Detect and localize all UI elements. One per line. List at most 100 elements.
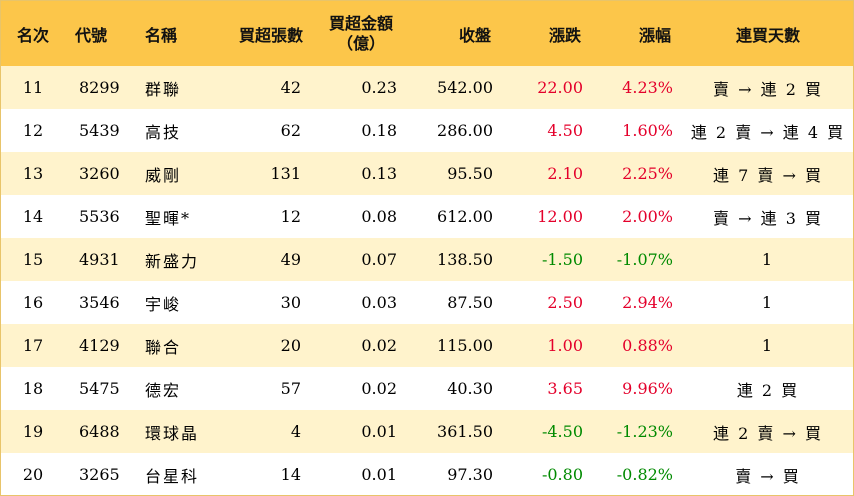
cell-close: 138.50 xyxy=(437,250,493,269)
cell-name: 宇峻 xyxy=(145,294,182,314)
table-row: 11 8299 群聯 42 0.23 542.00 22.00 4.23% 賣 → 連 2 買 xyxy=(1,66,853,109)
cell-change-pct: 2.00% xyxy=(622,207,673,226)
cell-consecutive-days: 1 xyxy=(761,336,775,355)
cell-change-pct: 2.94% xyxy=(622,293,673,312)
cell-buy-amount: 0.02 xyxy=(361,336,397,355)
cell-buy-lots: 42 xyxy=(280,78,301,97)
cell-code: 3260 xyxy=(79,164,120,183)
cell-change-pct: 0.88% xyxy=(622,336,673,355)
table-row: 16 3546 宇峻 30 0.03 87.50 2.50 2.94% 1 xyxy=(1,281,853,324)
cell-close: 286.00 xyxy=(437,121,493,140)
header-buy-lots: 買超張數 xyxy=(238,25,303,45)
cell-name: 聯合 xyxy=(145,337,182,357)
cell-code: 4931 xyxy=(79,250,120,269)
cell-buy-amount: 0.01 xyxy=(361,465,397,484)
cell-buy-amount: 0.23 xyxy=(361,78,397,97)
cell-rank: 16 xyxy=(22,293,44,312)
cell-name: 新盛力 xyxy=(145,251,200,271)
cell-change: 3.65 xyxy=(547,379,583,398)
cell-name: 高技 xyxy=(145,122,182,142)
cell-change: 1.00 xyxy=(547,336,583,355)
header-consecutive-days: 連買天數 xyxy=(735,25,800,45)
cell-consecutive-days: 連 2 賣 → 買 xyxy=(713,423,823,443)
header-buy-amount: 買超金額 （億） xyxy=(311,1,407,66)
cell-change-pct: 9.96% xyxy=(622,379,673,398)
cell-change: 12.00 xyxy=(537,207,583,226)
cell-buy-amount: 0.07 xyxy=(361,250,397,269)
cell-name: 台星科 xyxy=(145,466,200,486)
header-buy-amount-line1: 買超金額 xyxy=(328,13,393,33)
table-row: 13 3260 威剛 131 0.13 95.50 2.10 2.25% 連 7 賣 → 買 xyxy=(1,152,853,195)
cell-rank: 19 xyxy=(22,422,44,441)
cell-name: 聖暉* xyxy=(145,208,192,228)
cell-rank: 14 xyxy=(22,207,44,226)
cell-rank: 11 xyxy=(22,78,44,97)
cell-change: -4.50 xyxy=(541,422,583,441)
table-row: 14 5536 聖暉* 12 0.08 612.00 12.00 2.00% 賣 → 連 3 買 xyxy=(1,195,853,238)
cell-code: 5536 xyxy=(79,207,120,226)
header-buy-amount-line2: （億） xyxy=(336,33,385,53)
cell-buy-amount: 0.03 xyxy=(361,293,397,312)
cell-rank: 20 xyxy=(22,465,44,484)
cell-change: 2.50 xyxy=(547,293,583,312)
cell-change-pct: -1.07% xyxy=(616,250,673,269)
cell-close: 115.00 xyxy=(437,336,493,355)
header-close: 收盤 xyxy=(458,25,491,45)
cell-rank: 18 xyxy=(22,379,44,398)
cell-change: 2.10 xyxy=(547,164,583,183)
table-row: 17 4129 聯合 20 0.02 115.00 1.00 0.88% 1 xyxy=(1,324,853,367)
cell-change-pct: -1.23% xyxy=(616,422,673,441)
cell-change: -0.80 xyxy=(541,465,583,484)
cell-code: 4129 xyxy=(79,336,120,355)
cell-code: 5439 xyxy=(79,121,120,140)
header-row: 名次 代號 名稱 買超張數 買超金額 （億） 收盤 漲跌 漲幅 連買天數 xyxy=(1,1,853,66)
cell-consecutive-days: 1 xyxy=(761,250,775,269)
table-row: 12 5439 高技 62 0.18 286.00 4.50 1.60% 連 2 賣 → 連 4… xyxy=(1,109,853,152)
cell-name: 群聯 xyxy=(145,79,182,99)
cell-consecutive-days: 連 7 賣 → 買 xyxy=(713,165,823,185)
header-rank: 名次 xyxy=(16,25,49,45)
cell-consecutive-days: 賣 → 連 2 買 xyxy=(713,79,823,99)
cell-change-pct: 1.60% xyxy=(622,121,673,140)
cell-consecutive-days: 連 2 賣 → 連 4 買 xyxy=(690,122,846,142)
cell-buy-lots: 62 xyxy=(280,121,301,140)
cell-name: 威剛 xyxy=(145,165,182,185)
table-row: 19 6488 環球晶 4 0.01 361.50 -4.50 -1.23% 連 2 賣 → 買 xyxy=(1,410,853,453)
cell-buy-lots: 12 xyxy=(280,207,301,226)
table-row: 20 3265 台星科 14 0.01 97.30 -0.80 -0.82% 賣 → 買 xyxy=(1,453,853,496)
table-header: 名次 代號 名稱 買超張數 買超金額 （億） 收盤 漲跌 漲幅 連買天數 xyxy=(1,1,853,66)
cell-consecutive-days: 賣 → 連 3 買 xyxy=(713,208,823,228)
cell-buy-amount: 0.08 xyxy=(361,207,397,226)
cell-consecutive-days: 賣 → 買 xyxy=(735,466,801,486)
cell-code: 5475 xyxy=(79,379,120,398)
cell-change: 4.50 xyxy=(547,121,583,140)
header-change-pct: 漲幅 xyxy=(638,25,671,45)
cell-name: 環球晶 xyxy=(145,423,200,443)
cell-close: 361.50 xyxy=(437,422,493,441)
table-row: 15 4931 新盛力 49 0.07 138.50 -1.50 -1.07% 1 xyxy=(1,238,853,281)
cell-change-pct: 2.25% xyxy=(622,164,673,183)
cell-code: 8299 xyxy=(79,78,120,97)
cell-buy-lots: 57 xyxy=(280,379,301,398)
cell-rank: 15 xyxy=(22,250,44,269)
cell-consecutive-days: 1 xyxy=(761,293,775,312)
cell-close: 97.30 xyxy=(447,465,493,484)
header-change: 漲跌 xyxy=(548,25,581,45)
cell-close: 542.00 xyxy=(437,78,493,97)
cell-rank: 12 xyxy=(22,121,44,140)
cell-code: 6488 xyxy=(79,422,120,441)
cell-buy-lots: 4 xyxy=(290,422,301,441)
cell-close: 95.50 xyxy=(447,164,493,183)
cell-buy-amount: 0.13 xyxy=(361,164,397,183)
cell-rank: 13 xyxy=(22,164,44,183)
cell-buy-lots: 49 xyxy=(280,250,301,269)
cell-close: 40.30 xyxy=(447,379,493,398)
header-name: 名稱 xyxy=(145,25,178,45)
cell-code: 3546 xyxy=(79,293,120,312)
cell-change-pct: 4.23% xyxy=(622,78,673,97)
cell-rank: 17 xyxy=(22,336,44,355)
cell-consecutive-days: 連 2 買 xyxy=(736,380,800,400)
